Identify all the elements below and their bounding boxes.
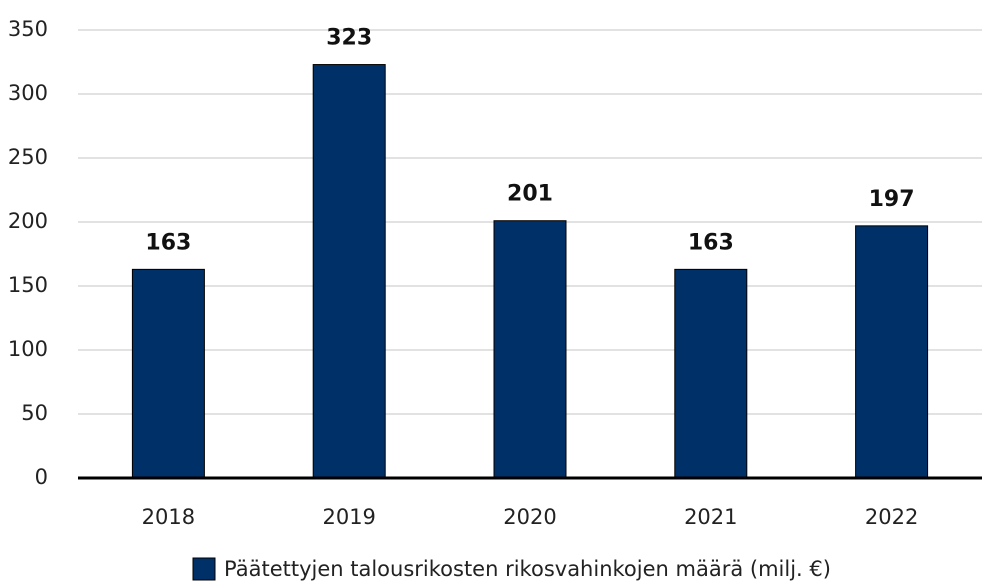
data-label: 163 <box>688 230 734 255</box>
y-tick-label: 200 <box>8 209 48 233</box>
y-tick-label: 300 <box>8 81 48 105</box>
x-tick-label: 2022 <box>865 505 918 529</box>
data-label: 201 <box>507 182 553 207</box>
y-tick-label: 0 <box>35 465 48 489</box>
bar <box>493 220 567 479</box>
bar <box>131 268 205 479</box>
x-tick-label: 2020 <box>503 505 556 529</box>
legend-swatch <box>192 557 216 581</box>
bar <box>674 268 748 479</box>
y-tick-label: 50 <box>21 401 48 425</box>
y-tick-label: 350 <box>8 17 48 41</box>
legend-label: Päätettyjen talousrikosten rikosvahinkoj… <box>224 557 831 581</box>
x-tick-label: 2021 <box>684 505 737 529</box>
x-tick-label: 2019 <box>322 505 375 529</box>
data-label: 163 <box>145 230 191 255</box>
y-tick-label: 250 <box>8 145 48 169</box>
y-tick-label: 100 <box>8 337 48 361</box>
bar <box>312 64 386 479</box>
bar <box>855 225 929 479</box>
data-label: 323 <box>326 26 372 51</box>
data-label: 197 <box>869 187 915 212</box>
y-tick-label: 150 <box>8 273 48 297</box>
x-tick-label: 2018 <box>142 505 195 529</box>
